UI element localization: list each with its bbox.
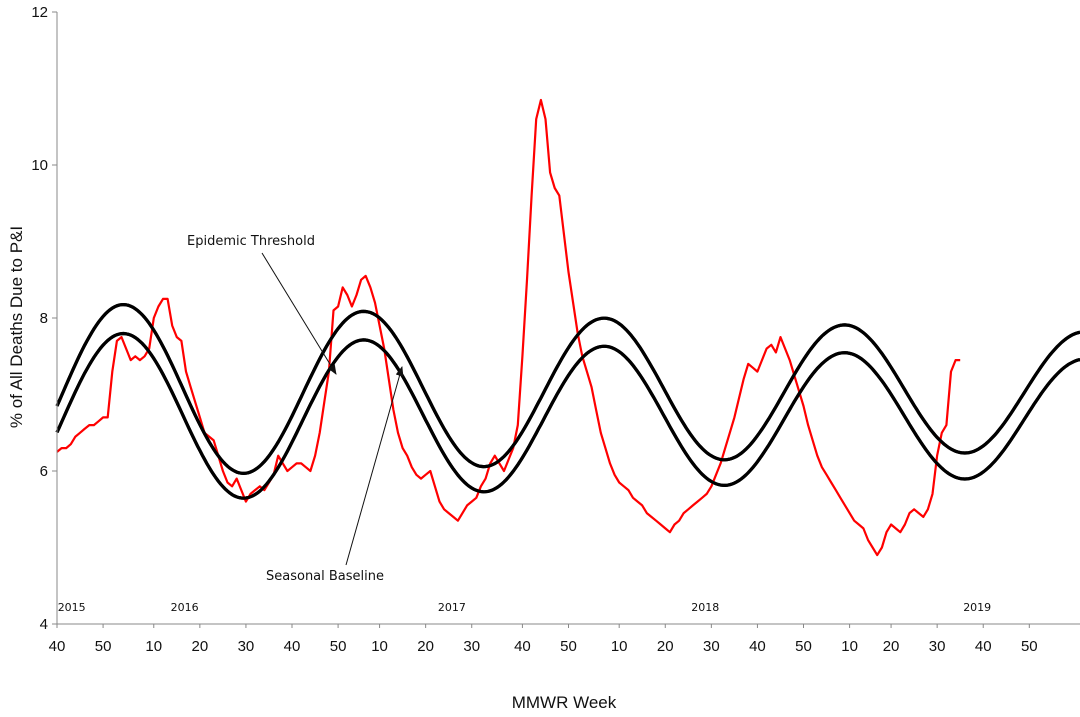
x-tick-label: 30: [463, 638, 480, 655]
plot-area: [55, 98, 1080, 557]
y-axis-title: % of All Deaths Due to P&I: [7, 226, 26, 428]
x-axis: 40 50 10 20 30 40 50 10 20 30 40 50 10 20 30 40 50 10 20 30…: [49, 623, 1080, 655]
x-tick-label: 20: [417, 638, 434, 655]
year-labels: 2015 2016 2017 2018 2019: [58, 601, 991, 614]
x-tick-label: 20: [192, 638, 209, 655]
x-axis-title: MMWR Week: [512, 693, 617, 712]
threshold-line-overlay: [55, 302, 1080, 476]
x-tick-label: 10: [371, 638, 388, 655]
y-tick-label: 6: [40, 463, 48, 480]
x-tick-label: 30: [703, 638, 720, 655]
baseline-line-overlay: [55, 331, 1080, 500]
year-label: 2016: [171, 601, 199, 614]
observed-line: [56, 98, 961, 557]
x-tick-label: 40: [975, 638, 992, 655]
annotations: Epidemic Threshold Seasonal Baseline: [187, 234, 404, 584]
x-tick-label: 50: [1021, 638, 1038, 655]
y-tick-label: 4: [40, 616, 48, 633]
x-tick-label: 20: [657, 638, 674, 655]
y-tick-label: 8: [40, 310, 48, 327]
annotation-arrow: [345, 366, 404, 566]
x-tick-label: 30: [238, 638, 255, 655]
x-tick-label: 20: [883, 638, 900, 655]
year-label: 2015: [58, 601, 86, 614]
x-tick-label: 50: [560, 638, 577, 655]
baseline-line: [55, 331, 1080, 500]
y-axis: 4 6 8 10 12: [31, 4, 58, 633]
annotation-label: Epidemic Threshold: [187, 234, 315, 249]
x-tick-label: 10: [611, 638, 628, 655]
y-tick-label: 10: [31, 157, 48, 174]
x-tick-label: 50: [330, 638, 347, 655]
y-tick-label: 12: [31, 4, 48, 21]
x-tick-label: 50: [95, 638, 112, 655]
x-tick-label: 10: [841, 638, 858, 655]
annotation-label: Seasonal Baseline: [266, 569, 384, 584]
x-tick-label: 40: [284, 638, 301, 655]
x-tick-label: 10: [145, 638, 162, 655]
x-tick-label: 40: [749, 638, 766, 655]
year-label: 2018: [691, 601, 719, 614]
x-tick-label: 50: [795, 638, 812, 655]
year-label: 2019: [963, 601, 991, 614]
x-tick-label: 40: [49, 638, 66, 655]
x-tick-label: 30: [929, 638, 946, 655]
x-tick-label: 40: [514, 638, 531, 655]
year-label: 2017: [438, 601, 466, 614]
annotation-arrow: [261, 252, 337, 375]
